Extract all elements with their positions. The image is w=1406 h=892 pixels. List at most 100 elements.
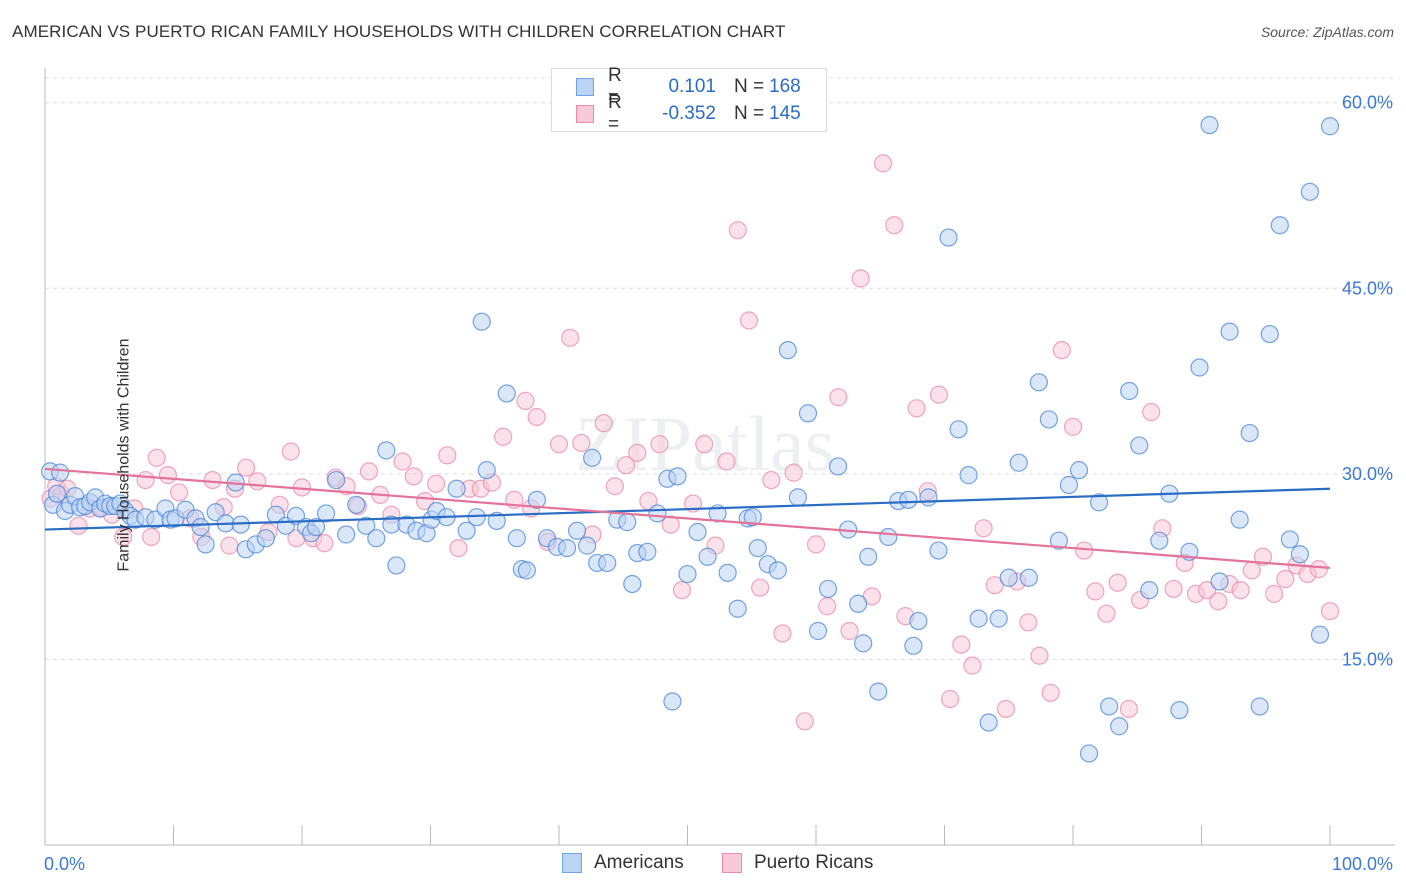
americans-point [1019,568,1038,587]
puerto-ricans-point [1320,602,1340,621]
americans-point [854,634,873,653]
americans-point [1140,581,1159,600]
americans-point [583,448,602,467]
puerto-ricans-point [1075,541,1094,560]
americans-point [1039,410,1059,429]
chart-title: AMERICAN VS PUERTO RICAN FAMILY HOUSEHOL… [12,22,786,41]
americans-point [1150,531,1169,550]
americans-point [808,621,828,641]
americans-point [367,529,386,548]
puerto-ricans-point [728,221,747,240]
puerto-ricans-point [616,456,636,475]
puerto-ricans-point [940,689,960,709]
r-label: R = [608,65,622,108]
americans-point [1250,697,1269,716]
puerto-ricans-point [561,328,580,347]
puerto-ricans-point [220,536,239,555]
americans-point [1120,381,1139,401]
legend-item-puerto-ricans[interactable]: Puerto Ricans [722,852,873,874]
americans-point [196,535,215,554]
puerto-ricans-point [281,442,300,461]
americans-point [1270,216,1289,235]
americans-point [748,538,767,558]
puerto-ricans-point [1052,341,1071,360]
legend-item-americans[interactable]: Americans [562,852,684,874]
americans-point [377,441,396,460]
puerto-ricans-point [963,656,982,675]
puerto-ricans-point [1164,579,1183,599]
y-tick-label: 30.0% [1342,464,1393,484]
puerto-ricans-point [851,269,870,288]
puerto-ricans-point [1019,613,1038,632]
americans-point [688,522,707,542]
americans-point [1230,510,1249,529]
puerto-ricans-point [203,470,222,490]
puerto-ricans-point [359,462,379,481]
americans-point [578,536,597,555]
puerto-ricans-point [739,311,759,330]
n-value: 145 [769,103,801,124]
americans-point [818,579,838,599]
x-tick-label: 0.0% [44,854,85,874]
puerto-ricans-point [795,712,814,731]
americans-point [327,470,346,490]
americans-point [387,556,406,575]
americans-point [678,564,697,584]
americans-point [1170,701,1189,720]
americans-point [668,467,687,486]
puerto-ricans-point [1242,561,1261,580]
puerto-ricans-point [136,470,155,490]
puerto-ricans-point [1086,582,1105,601]
americans-point [1049,531,1069,550]
series-legend: Americans Puerto Ricans [0,852,1406,878]
americans-point [989,609,1008,628]
puerto-ricans-trend-line [44,467,1331,569]
americans-point [316,504,336,523]
americans-point [788,488,808,507]
americans-point [698,547,717,566]
americans-point [467,508,486,527]
americans-point [357,516,376,535]
puerto-ricans-point [840,621,859,641]
americans-point [728,599,747,618]
americans-point [497,384,516,403]
tick-labels: 15.0% 30.0% 45.0% 60.0% 0.0% 100.0% [44,93,1393,874]
americans-point [648,504,667,523]
puerto-ricans-point [818,597,837,616]
n-value: 168 [769,76,801,97]
puerto-ricans-point [628,443,647,462]
americans-point [828,457,848,476]
puerto-ricans-point [784,463,803,482]
puerto-ricans-point [237,458,256,477]
americans-point [899,490,918,509]
americans-point [1130,436,1149,455]
americans-point [1210,572,1229,591]
americans-point [638,542,657,561]
americans-point [598,553,617,573]
trend-lines [44,467,1331,569]
puerto-ricans-point [1108,573,1127,592]
puerto-ricans-point [426,474,446,493]
puerto-ricans-point [438,446,457,465]
americans-point [47,484,67,503]
stats-legend: R = 0.101 N = 168 R = -0.352 N = 145 [551,65,827,135]
puerto-ricans-point [929,385,949,404]
americans-point [1320,117,1340,136]
americans-point [949,420,968,439]
americans-point [743,508,762,527]
puerto-ricans-point [169,483,189,502]
puerto-ricans-point [142,527,161,547]
n-label: N = [734,76,765,97]
puerto-ricans-legend-swatch [722,853,742,873]
americans-point [1220,322,1239,341]
puerto-ricans-point [594,414,613,433]
puerto-ricans-point [147,448,166,467]
americans-legend-swatch [562,853,582,873]
puerto-ricans-point [572,433,591,453]
americans-point [778,341,797,360]
puerto-ricans-point [1197,581,1217,600]
axes [44,68,1395,846]
puerto-ricans-point [1309,560,1328,579]
puerto-ricans-point [974,519,993,538]
puerto-ricans-point [829,388,848,407]
